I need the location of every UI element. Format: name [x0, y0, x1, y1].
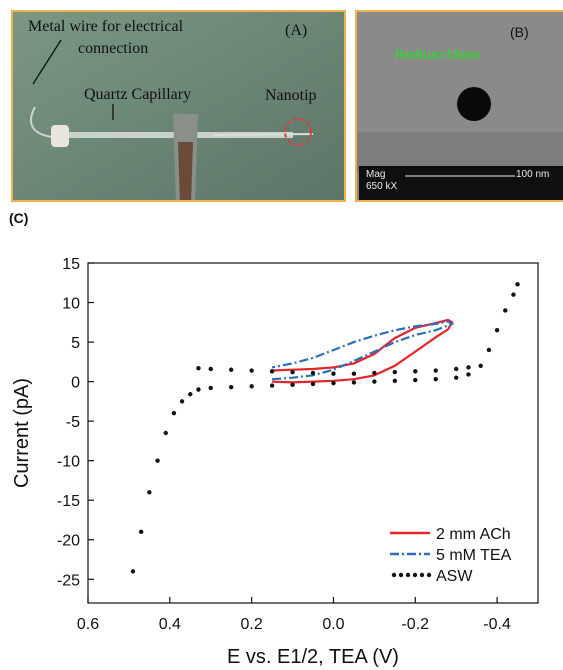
asw-point [208, 385, 213, 391]
legend-swatch [398, 572, 404, 578]
asw-point [269, 383, 275, 388]
y-tick-label: 10 [62, 296, 80, 313]
asw-point [503, 308, 508, 313]
asw-point [249, 368, 254, 373]
radius-label: Radius=15nm [395, 47, 480, 62]
asw-point [188, 392, 193, 397]
legend-swatch [391, 572, 397, 578]
asw-point [392, 369, 398, 375]
asw-point [196, 387, 201, 392]
asw-point [147, 490, 152, 495]
asw-point [310, 370, 316, 376]
asw-point [486, 347, 492, 353]
asw-point [453, 366, 459, 372]
asw-point [269, 369, 275, 374]
tea-series-line [271, 320, 455, 381]
nanotip-label: Nanotip [265, 87, 317, 104]
nanotip-sphere [457, 87, 491, 121]
y-tick-label: -5 [66, 414, 80, 431]
panel-a-label: (A) [285, 22, 308, 39]
asw-point [466, 365, 471, 370]
asw-point [372, 379, 377, 384]
asw-point [310, 381, 316, 387]
asw-point [433, 368, 438, 373]
asw-point [130, 569, 136, 574]
asw-point [196, 365, 201, 371]
scale-bar-line [405, 175, 515, 177]
mag-readout: Mag 650 kX [366, 169, 397, 193]
nanotip-circle [284, 118, 312, 146]
legend-swatch [426, 572, 432, 578]
asw-point [392, 378, 398, 384]
asw-point [331, 371, 336, 376]
y-tick-label: 5 [71, 335, 80, 352]
asw-point [351, 371, 357, 376]
y-axis-label: Current (pA) [11, 378, 33, 488]
asw-point [331, 380, 336, 386]
y-tick-label: -10 [57, 454, 80, 471]
asw-point [228, 384, 234, 390]
asw-point [163, 430, 168, 436]
asw-point [413, 369, 418, 374]
asw-point [372, 370, 377, 376]
asw-point [515, 282, 520, 287]
plot-frame [87, 262, 539, 604]
y-tick-label: 0 [71, 375, 80, 392]
asw-point [249, 384, 254, 389]
scale-bar-label: 100 nm [516, 169, 550, 180]
legend-swatch [419, 572, 425, 578]
legend-swatch [405, 572, 411, 578]
y-tick-label: 15 [62, 256, 80, 273]
legend-label: 2 mm ACh [436, 526, 511, 543]
ach-series-line [272, 318, 454, 384]
panel-a-photo [11, 10, 346, 202]
asw-point [138, 529, 144, 535]
x-tick-label: 0.0 [322, 616, 344, 633]
capillary-photo [13, 12, 344, 200]
epoxy-block [51, 125, 69, 147]
asw-point [208, 366, 213, 372]
asw-point [155, 458, 160, 463]
y-tick-label: -25 [57, 572, 80, 589]
x-tick-label: 0.4 [159, 616, 181, 633]
asw-point [228, 367, 234, 372]
asw-point [494, 328, 500, 333]
scale-bar-strip [359, 166, 563, 200]
panel-c-label: (C) [9, 210, 29, 226]
asw-point [478, 363, 483, 368]
panel-b-label: (B) [510, 24, 529, 40]
x-tick-label: -0.4 [483, 616, 511, 633]
asw-point [290, 382, 295, 387]
wire-label-line2: connection [78, 40, 149, 57]
asw-point [466, 372, 471, 377]
asw-point [179, 399, 185, 404]
mag-label: Mag [366, 169, 386, 180]
y-tick-label: -15 [57, 493, 80, 510]
asw-point [171, 411, 177, 416]
x-tick-label: 0.2 [241, 616, 263, 633]
legend-label: 5 mM TEA [436, 547, 512, 564]
x-tick-label: 0.6 [77, 616, 99, 633]
capillary-label: Quartz Capillary [84, 86, 192, 103]
asw-point [433, 377, 438, 382]
mag-value: 650 kX [366, 181, 398, 192]
x-tick-label: -0.2 [401, 616, 429, 633]
legend-label: ASW [436, 568, 473, 585]
x-axis-label: E vs. E1/2, TEA (V) [227, 646, 399, 668]
asw-point [453, 375, 459, 380]
asw-point [413, 377, 418, 383]
legend-swatch [412, 572, 418, 578]
y-tick-label: -20 [57, 533, 80, 550]
asw-point [290, 369, 295, 375]
asw-point [351, 380, 357, 385]
wire-label-line1: Metal wire for electrical [28, 18, 184, 35]
asw-point [511, 292, 516, 297]
wire-arrow [32, 39, 62, 85]
